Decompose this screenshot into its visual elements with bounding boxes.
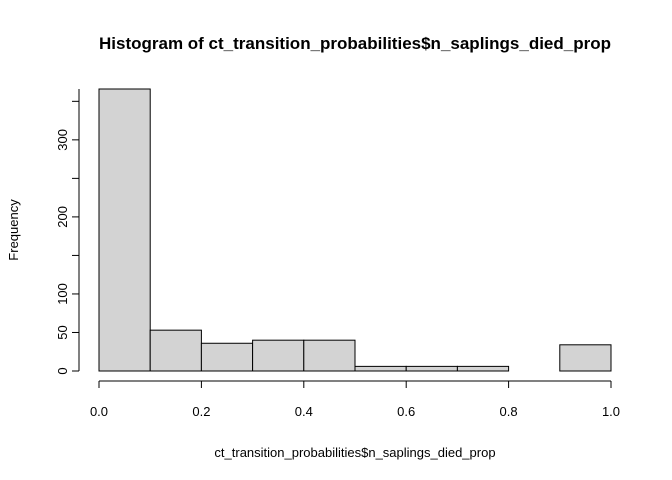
histogram-bar-5	[354, 365, 407, 372]
x-tick-label: 1.0	[602, 404, 620, 419]
histogram-bar-0	[98, 88, 151, 372]
bars-group	[98, 88, 612, 372]
x-tick-label: 0.8	[500, 404, 518, 419]
histogram-bar-2	[200, 342, 254, 372]
y-axis-label: Frequency	[6, 199, 21, 261]
y-tick-label: 100	[55, 283, 70, 305]
y-axis: 0 50 100 200 300	[55, 89, 80, 375]
y-tick-label: 300	[55, 129, 70, 151]
histogram-bar-3	[252, 339, 305, 372]
y-tick-label: 0	[55, 367, 70, 374]
y-tick-label: 200	[55, 206, 70, 228]
x-tick-label: 0.2	[192, 404, 210, 419]
x-tick-label: 0.6	[397, 404, 415, 419]
histogram-bar-6	[405, 365, 458, 372]
x-tick-label: 0.4	[295, 404, 313, 419]
x-axis: 0.0 0.2 0.4 0.6 0.8 1.0	[90, 380, 620, 419]
chart-title: Histogram of ct_transition_probabilities…	[99, 34, 611, 53]
histogram-bar-7	[456, 365, 510, 372]
x-axis-label: ct_transition_probabilities$n_saplings_d…	[214, 445, 495, 460]
histogram-bar-9	[559, 344, 612, 372]
x-tick-label: 0.0	[90, 404, 108, 419]
y-tick-label: 50	[55, 325, 70, 339]
histogram-bar-1	[149, 329, 202, 372]
histogram-bar-4	[303, 339, 356, 372]
